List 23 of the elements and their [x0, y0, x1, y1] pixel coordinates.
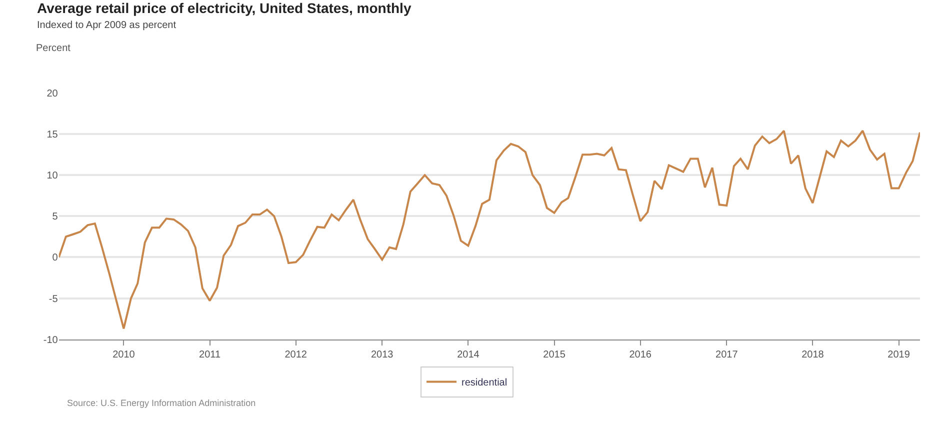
y-tick-label: -10	[43, 334, 58, 346]
x-tick-label: 2017	[716, 349, 738, 360]
y-tick-label: -5	[48, 294, 58, 305]
x-tick-label: 2012	[284, 349, 308, 360]
y-tick-label: 15	[46, 130, 58, 141]
x-tick-label: 2010	[112, 349, 136, 360]
x-tick-label: 2016	[629, 349, 652, 360]
y-tick-label: 0	[52, 252, 58, 264]
source-note: Source: U.S. Energy Information Administration	[67, 398, 256, 408]
x-tick-label: 2011	[198, 349, 221, 360]
y-tick-label: 10	[46, 170, 58, 182]
line-series	[58, 130, 920, 330]
x-tick-label: 2015	[543, 349, 566, 360]
legend-label: residential	[462, 378, 508, 389]
x-tick-label: 2014	[457, 349, 480, 360]
x-tick-label: 2019	[888, 349, 910, 360]
x-tick-label: 2018	[802, 349, 824, 360]
y-tick-label: 5	[52, 212, 58, 223]
y-tick-label: 20	[46, 88, 58, 100]
x-tick-label: 2013	[370, 349, 394, 360]
chart-title: Average retail price of electricity, United States, monthly	[37, 0, 412, 16]
y-axis-title: Percent	[36, 43, 71, 54]
chart-subtitle: Indexed to Apr 2009 as percent	[37, 20, 176, 31]
